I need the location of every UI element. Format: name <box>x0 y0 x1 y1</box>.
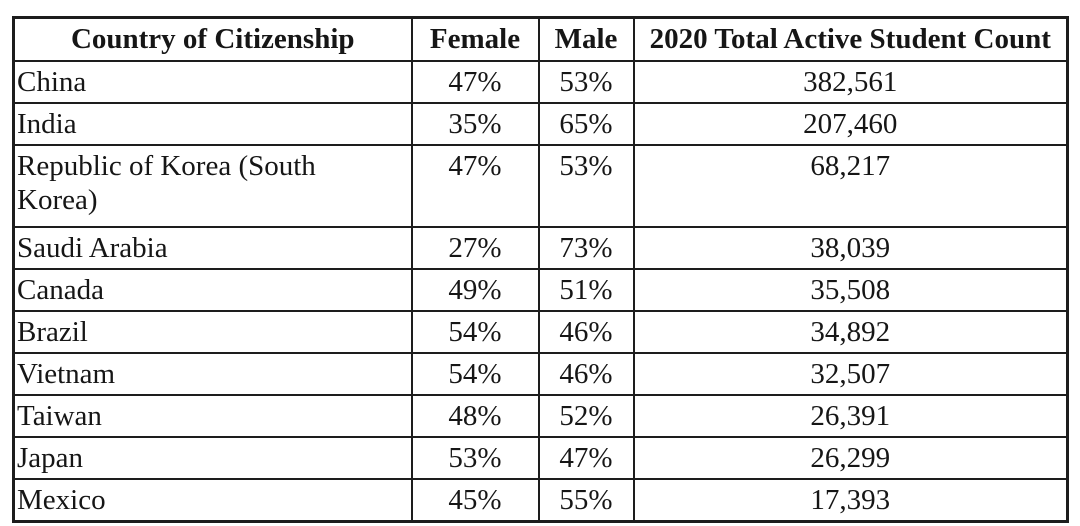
table-row: Mexico 45% 55% 17,393 <box>12 477 1069 522</box>
male-percent-cell: 51% <box>537 267 635 312</box>
student-count-cell: 38,039 <box>632 225 1069 270</box>
country-cell: Vietnam <box>12 351 413 396</box>
country-name: Japan <box>17 441 84 474</box>
country-cell: Mexico <box>12 477 413 522</box>
country-name: Brazil <box>17 315 88 348</box>
country-cell: Saudi Arabia <box>12 225 413 270</box>
table-row: Taiwan 48% 52% 26,391 <box>12 393 1069 438</box>
female-percent-cell: 49% <box>410 267 540 312</box>
header-total-active-student-count: 2020 Total Active Student Count <box>632 16 1069 62</box>
country-name: China <box>17 65 87 98</box>
country-cell: Canada <box>12 267 413 312</box>
country-name: Canada <box>17 273 104 306</box>
female-percent-cell: 35% <box>410 101 540 146</box>
female-percent-cell: 27% <box>410 225 540 270</box>
male-percent-cell: 65% <box>537 101 635 146</box>
male-percent-cell: 46% <box>537 309 635 354</box>
student-count-cell: 26,391 <box>632 393 1069 438</box>
male-percent-cell: 55% <box>537 477 635 522</box>
table-row: Brazil 54% 46% 34,892 <box>12 309 1069 354</box>
table-row: Vietnam 54% 46% 32,507 <box>12 351 1069 396</box>
header-row: Country of Citizenship Female Male 2020 … <box>12 16 1069 62</box>
country-name: Mexico <box>17 483 106 516</box>
student-count-cell: 17,393 <box>632 477 1069 522</box>
female-percent-cell: 47% <box>410 59 540 104</box>
student-count-cell: 207,460 <box>632 101 1069 146</box>
table-row: India 35% 65% 207,460 <box>12 101 1069 146</box>
header-male: Male <box>537 16 635 62</box>
student-count-cell: 34,892 <box>632 309 1069 354</box>
male-percent-cell: 46% <box>537 351 635 396</box>
country-name: India <box>17 107 77 140</box>
male-percent-cell: 73% <box>537 225 635 270</box>
female-percent-cell: 54% <box>410 309 540 354</box>
table-row: Japan 53% 47% 26,299 <box>12 435 1069 480</box>
table-body: China 47% 53% 382,561 India 35% 65% 207,… <box>12 59 1069 522</box>
table-row: Republic of Korea (South Korea) 47% 53% … <box>12 143 1069 228</box>
female-percent-cell: 48% <box>410 393 540 438</box>
male-percent-cell: 53% <box>537 143 635 228</box>
country-name: Taiwan <box>17 399 102 432</box>
female-percent-cell: 45% <box>410 477 540 522</box>
country-cell: Taiwan <box>12 393 413 438</box>
student-count-cell: 68,217 <box>632 143 1069 228</box>
country-name: Republic of Korea (South Korea) <box>17 149 316 216</box>
header-country-of-citizenship: Country of Citizenship <box>12 16 413 62</box>
male-percent-cell: 53% <box>537 59 635 104</box>
country-cell: China <box>12 59 413 104</box>
country-cell: Republic of Korea (South Korea) <box>12 143 413 228</box>
table-row: China 47% 53% 382,561 <box>12 59 1069 104</box>
country-cell: India <box>12 101 413 146</box>
female-percent-cell: 54% <box>410 351 540 396</box>
student-count-cell: 32,507 <box>632 351 1069 396</box>
country-name: Saudi Arabia <box>17 231 168 264</box>
country-cell: Japan <box>12 435 413 480</box>
active-student-count-table: Country of Citizenship Female Male 2020 … <box>12 16 1069 523</box>
country-cell: Brazil <box>12 309 413 354</box>
male-percent-cell: 47% <box>537 435 635 480</box>
country-name: Vietnam <box>17 357 116 390</box>
table-row: Canada 49% 51% 35,508 <box>12 267 1069 312</box>
student-count-cell: 382,561 <box>632 59 1069 104</box>
female-percent-cell: 47% <box>410 143 540 228</box>
student-count-cell: 26,299 <box>632 435 1069 480</box>
male-percent-cell: 52% <box>537 393 635 438</box>
table-row: Saudi Arabia 27% 73% 38,039 <box>12 225 1069 270</box>
student-count-cell: 35,508 <box>632 267 1069 312</box>
female-percent-cell: 53% <box>410 435 540 480</box>
header-female: Female <box>410 16 540 62</box>
